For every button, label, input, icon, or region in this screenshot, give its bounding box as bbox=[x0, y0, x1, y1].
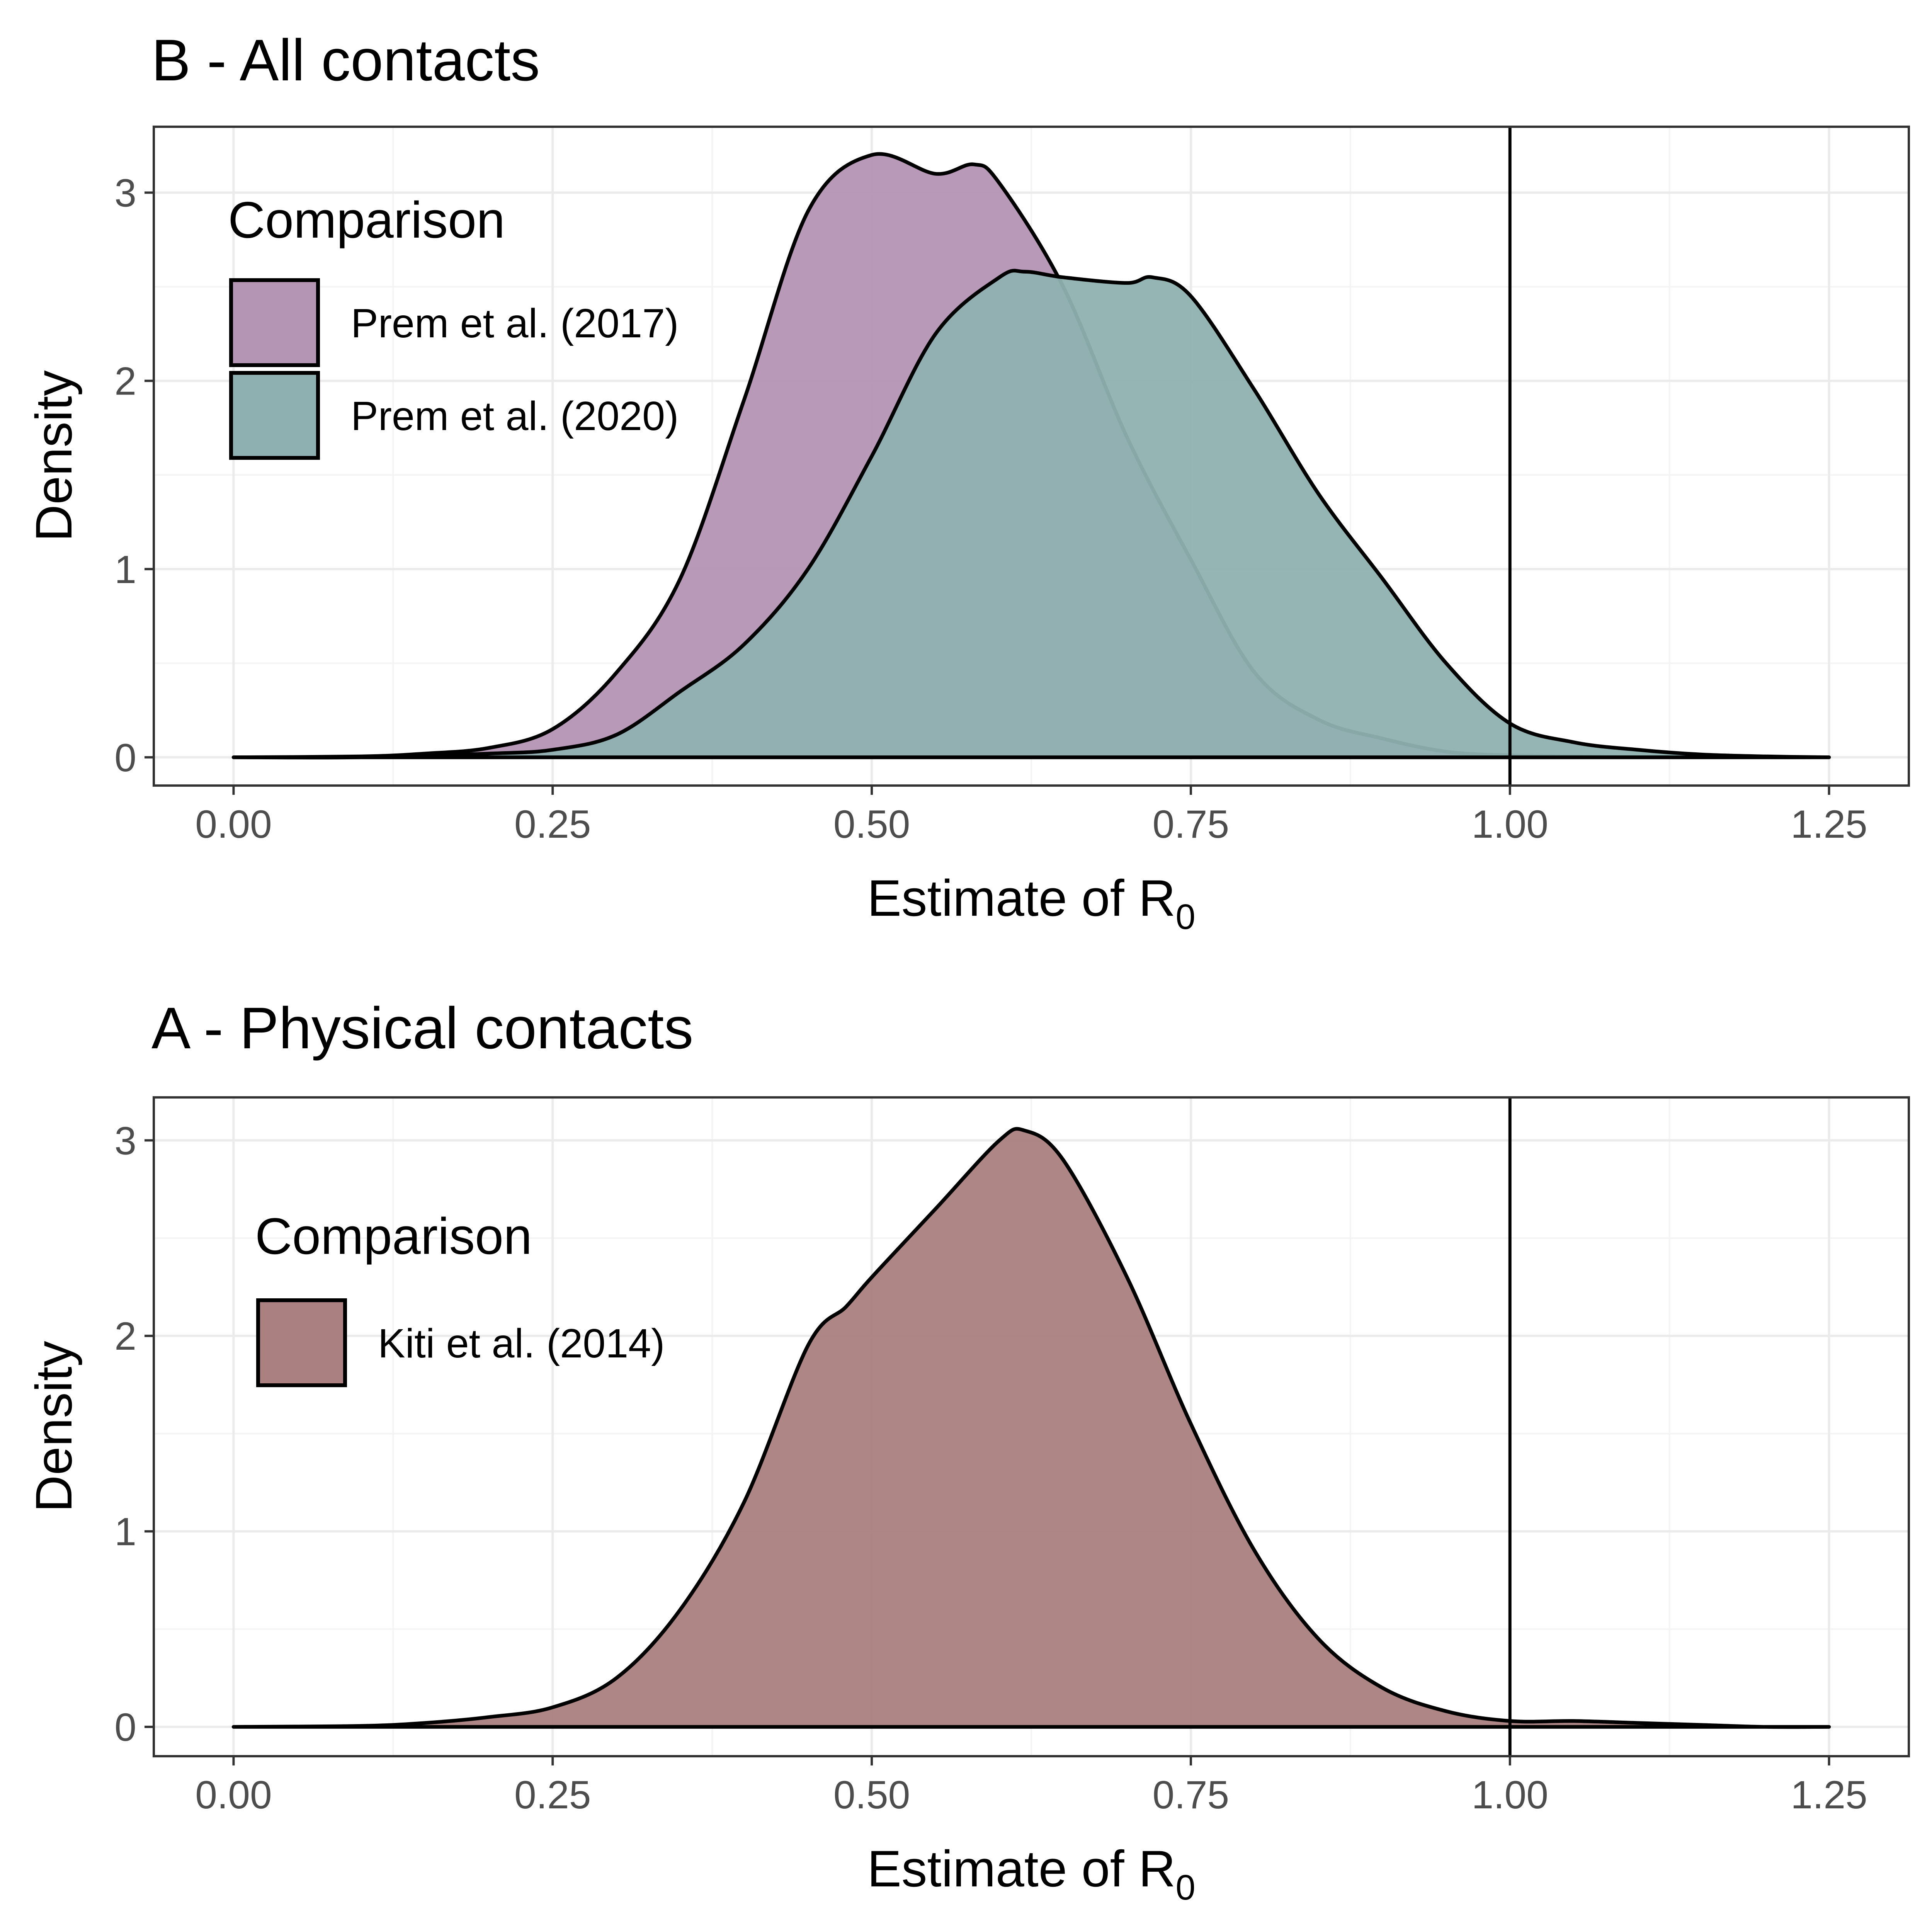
y-tick-label: 2 bbox=[114, 359, 136, 403]
legend-key-label: Kiti et al. (2014) bbox=[378, 1321, 665, 1366]
y-tick-label: 2 bbox=[114, 1314, 136, 1358]
y-axis-ticks: 0 1 2 3 bbox=[114, 171, 154, 780]
x-tick-label: 0.25 bbox=[514, 1773, 591, 1817]
legend-key-swatch bbox=[229, 278, 320, 367]
x-tick-label: 0.50 bbox=[833, 802, 910, 846]
x-axis-label-text: Estimate of R bbox=[867, 1840, 1175, 1898]
density-areas bbox=[231, 1127, 1831, 1729]
legend-key-swatch bbox=[229, 371, 320, 460]
x-tick-label: 0.25 bbox=[514, 802, 591, 846]
legend: Comparison Prem et al. (2017) Prem et al. … bbox=[228, 192, 679, 460]
x-tick-label: 0.00 bbox=[195, 1773, 272, 1817]
y-tick-label: 3 bbox=[114, 171, 136, 215]
x-axis-ticks: 0.00 0.25 0.50 0.75 1.00 1.25 bbox=[195, 786, 1867, 846]
y-tick-label: 0 bbox=[114, 1705, 136, 1749]
density-area-series-1 bbox=[231, 269, 1831, 760]
x-tick-label: 0.00 bbox=[195, 802, 272, 846]
x-tick-label: 0.50 bbox=[833, 1773, 910, 1817]
x-tick-label: 0.75 bbox=[1153, 802, 1230, 846]
y-tick-label: 1 bbox=[114, 548, 136, 592]
panel-title: A - Physical contacts bbox=[151, 995, 693, 1061]
plot-frame bbox=[153, 126, 1910, 787]
panel-physical-contacts: A - Physical contacts 0.00 0.25 0.50 0.75 1.… bbox=[26, 995, 1910, 1907]
x-tick-label: 1.00 bbox=[1471, 1773, 1548, 1817]
legend: Comparison Kiti et al. (2014) bbox=[255, 1208, 665, 1387]
x-axis-ticks: 0.00 0.25 0.50 0.75 1.00 1.25 bbox=[195, 1756, 1867, 1817]
y-tick-label: 0 bbox=[114, 736, 136, 780]
plot-frame bbox=[153, 1096, 1910, 1757]
x-axis-label: Estimate of R0 bbox=[867, 870, 1195, 937]
density-areas bbox=[231, 152, 1831, 760]
x-tick-label: 1.25 bbox=[1791, 802, 1867, 846]
legend-title: Comparison bbox=[255, 1208, 532, 1265]
x-tick-label: 0.75 bbox=[1153, 1773, 1230, 1817]
y-tick-label: 3 bbox=[114, 1119, 136, 1163]
legend-key-swatch bbox=[256, 1298, 347, 1387]
legend-key-label: Prem et al. (2017) bbox=[351, 301, 679, 346]
y-axis-label: Density bbox=[26, 1341, 83, 1512]
legend-key-label: Prem et al. (2020) bbox=[351, 393, 679, 439]
panel-all-contacts: B - All contacts 0.00 0.25 0.50 0.75 1.00 1.2… bbox=[26, 27, 1910, 937]
x-axis-label: Estimate of R0 bbox=[867, 1840, 1195, 1907]
density-area-series-0 bbox=[231, 1127, 1831, 1729]
x-tick-label: 1.00 bbox=[1471, 802, 1548, 846]
y-tick-label: 1 bbox=[114, 1510, 136, 1554]
x-axis-label-subscript: 0 bbox=[1176, 1868, 1196, 1907]
x-tick-label: 1.25 bbox=[1791, 1773, 1867, 1817]
x-axis-label-text: Estimate of R bbox=[867, 870, 1175, 927]
legend-title: Comparison bbox=[228, 192, 505, 249]
x-axis-label-subscript: 0 bbox=[1176, 897, 1196, 937]
y-axis-ticks: 0 1 2 3 bbox=[114, 1119, 154, 1749]
panel-title: B - All contacts bbox=[151, 27, 540, 93]
y-axis-label: Density bbox=[26, 370, 83, 542]
